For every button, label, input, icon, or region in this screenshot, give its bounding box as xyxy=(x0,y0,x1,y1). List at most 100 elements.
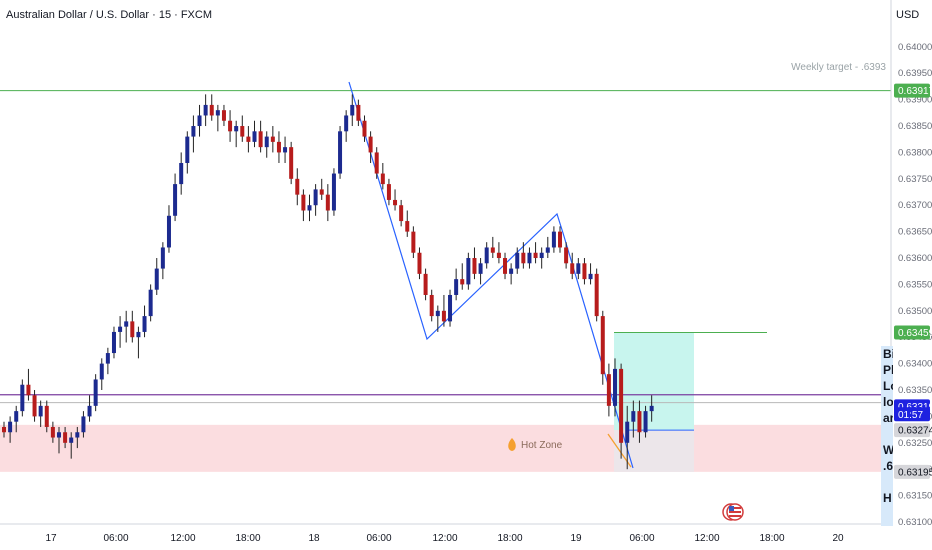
candle xyxy=(154,258,159,295)
side-note-line: Pl xyxy=(883,363,893,377)
candle-body xyxy=(319,189,324,195)
candle-body xyxy=(295,178,300,195)
candle-body xyxy=(331,173,336,211)
candle xyxy=(411,226,416,259)
candle-body xyxy=(258,131,263,148)
candle xyxy=(118,316,123,348)
candle-body xyxy=(160,247,165,269)
candle xyxy=(99,358,104,391)
candle xyxy=(209,94,214,121)
price-tag[interactable]: 0.63459 xyxy=(894,325,932,340)
price-tick-label: 0.63900 xyxy=(898,95,932,106)
candle-body xyxy=(252,131,257,142)
candle-body xyxy=(564,247,569,264)
candle-body xyxy=(2,426,6,433)
candle xyxy=(325,184,330,222)
candle xyxy=(588,263,593,285)
candle xyxy=(386,178,391,206)
candle-body xyxy=(619,368,624,443)
candle-body xyxy=(386,184,391,200)
time-tick-label: 06:00 xyxy=(629,533,654,544)
candle xyxy=(203,94,208,127)
candle-body xyxy=(606,374,611,406)
candle xyxy=(313,184,318,216)
candle xyxy=(240,115,245,142)
candle xyxy=(454,268,459,301)
price-tick-label: 0.63150 xyxy=(898,491,932,502)
candle xyxy=(105,347,110,375)
candle-body xyxy=(203,104,208,116)
position-profit-zone[interactable] xyxy=(614,332,694,431)
price-tag[interactable]: 0.63917 xyxy=(894,83,932,98)
candle-body xyxy=(588,273,593,280)
candle xyxy=(539,247,544,269)
candle xyxy=(619,363,624,459)
candle xyxy=(643,405,648,438)
candle xyxy=(63,426,68,449)
candle-body xyxy=(454,279,459,295)
candle-body xyxy=(276,141,281,153)
price-tag[interactable]: 01:57 xyxy=(894,407,930,422)
candle-body xyxy=(545,247,550,253)
candle-body xyxy=(503,258,508,274)
candle xyxy=(148,284,153,322)
candle-body xyxy=(460,279,465,285)
price-tick-label: 0.63600 xyxy=(898,253,932,264)
candle-body xyxy=(484,247,489,264)
candle-body xyxy=(179,162,184,185)
zones-layer xyxy=(0,332,891,472)
us-flag-icon[interactable] xyxy=(722,503,744,521)
candle xyxy=(460,263,465,290)
price-tag-bg xyxy=(894,423,930,438)
side-note-line: W xyxy=(883,443,893,457)
candle xyxy=(399,199,404,227)
candle xyxy=(527,247,532,269)
candle xyxy=(191,115,196,153)
candle-body xyxy=(142,316,147,332)
candle-body xyxy=(75,432,80,438)
candle-body xyxy=(301,194,306,211)
price-tag-bg xyxy=(894,325,930,340)
price-tick-label: 0.63750 xyxy=(898,174,932,185)
candle-body xyxy=(136,331,141,338)
price-tag[interactable]: 0.63274 xyxy=(894,423,932,438)
candle xyxy=(14,405,19,433)
candle xyxy=(380,162,385,190)
candle xyxy=(435,305,440,332)
candle-body xyxy=(429,294,434,317)
candle-body xyxy=(551,231,556,248)
pattern-trendline[interactable] xyxy=(348,81,634,469)
time-tick-label: 12:00 xyxy=(170,533,195,544)
candle xyxy=(264,131,269,158)
currency-label[interactable]: USD xyxy=(896,9,920,21)
price-tag[interactable]: 0.63195 xyxy=(894,464,932,479)
candle-body xyxy=(240,126,245,137)
candle xyxy=(173,173,178,222)
candle-body xyxy=(93,379,98,406)
candle-body xyxy=(521,252,526,264)
candle xyxy=(472,247,477,280)
candle xyxy=(215,104,220,132)
candle-body xyxy=(14,411,19,422)
candle-body xyxy=(148,289,153,317)
candle xyxy=(258,120,263,153)
hot-zone-annotation: Hot Zone xyxy=(508,438,563,451)
candle-body xyxy=(350,104,355,116)
candle xyxy=(2,421,6,438)
side-note-line: H xyxy=(883,491,892,505)
candle-body xyxy=(81,416,86,433)
candle-body xyxy=(344,115,349,132)
price-tick-label: 0.64000 xyxy=(898,42,932,53)
candle-body xyxy=(234,126,239,132)
time-tick-label: 18:00 xyxy=(759,533,784,544)
candle-body xyxy=(197,115,202,127)
candle xyxy=(429,289,434,322)
price-tick-label: 0.63800 xyxy=(898,147,932,158)
candle-body xyxy=(173,184,178,216)
candle-body xyxy=(26,384,31,396)
candle xyxy=(545,236,550,259)
price-tag-bg xyxy=(894,464,930,479)
candle-body xyxy=(643,411,648,433)
